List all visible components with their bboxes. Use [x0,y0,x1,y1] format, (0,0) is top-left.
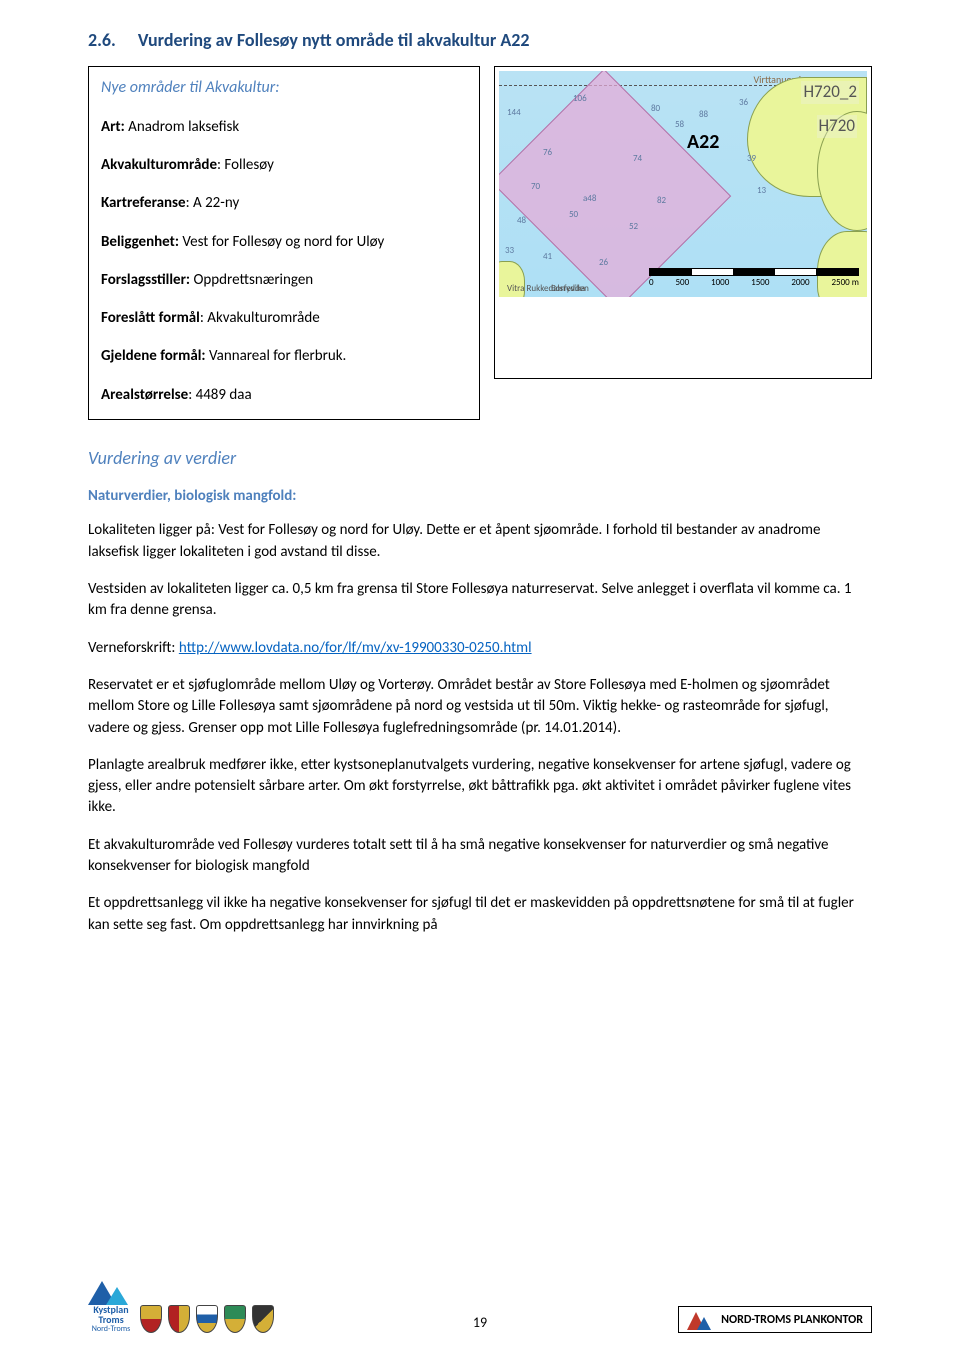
depth-num: 41 [543,251,552,263]
paragraph: Reservatet er et sjøfuglområde mellom Ul… [88,675,872,739]
depth-num: 39 [747,153,756,165]
info-formal: Foreslått formål: Akvakulturområde [101,308,467,328]
shield-icon [140,1305,162,1333]
shield-icon [252,1305,274,1333]
section-heading: 2.6. Vurdering av Follesøy nytt område ti… [88,28,872,52]
depth-num: 88 [699,109,708,121]
map-box: Virttanuorri A22 H720_2 H720 Vitra Rukke… [494,66,872,379]
depth-num: 13 [757,185,766,197]
plankontor-box: NORD-TROMS PLANKONTOR [678,1306,872,1333]
scale-tick: 2500 m [831,277,858,289]
depth-num: 144 [507,107,521,119]
info-gjeld: Gjeldene formål: Vannareal for flerbruk. [101,346,467,366]
info-belig: Beliggenhet: Vest for Follesøy og nord f… [101,232,467,252]
mountain-icon [687,1310,715,1330]
depth-num: 58 [675,119,684,131]
info-box: Nye områder til Akvakultur: Art: Anadrom… [88,66,480,420]
shield-icon [196,1305,218,1333]
info-forslag: Forslagsstiller: Oppdrettsnæringen [101,270,467,290]
depth-num: 48 [517,215,526,227]
depth-num: 82 [657,195,666,207]
depth-num: 50 [569,209,578,221]
page-number: 19 [473,1314,487,1333]
depth-num: a48 [583,193,596,205]
scale-tick: 1500 [751,277,769,289]
info-areal: Arealstørrelse: 4489 daa [101,385,467,405]
footer-left: Kystplan Troms Nord-Troms [88,1281,274,1333]
depth-num: 76 [543,147,552,159]
depth-num: 26 [599,257,608,269]
depth-num: 106 [573,93,587,105]
scale-tick: 500 [675,277,689,289]
depth-num: 74 [633,153,642,165]
info-subtitle: Nye områder til Akvakultur: [101,77,467,99]
shield-icon [168,1305,190,1333]
map-bottom-label-2: Borfevika [551,283,585,295]
top-row: Nye områder til Akvakultur: Art: Anadrom… [88,66,872,420]
paragraph: Et oppdrettsanlegg vil ikke ha negative … [88,893,872,936]
depth-num: 36 [739,97,748,109]
heading-number: 2.6. [88,28,116,52]
info-kart: Kartreferanse: A 22-ny [101,193,467,213]
kystplan-logo: Kystplan Troms Nord-Troms [88,1281,134,1333]
depth-num: 70 [531,181,540,193]
plankontor-label: NORD-TROMS PLANKONTOR [721,1312,863,1328]
depth-num: 33 [505,245,514,257]
heading-title: Vurdering av Follesøy nytt område til ak… [138,29,530,51]
info-omr: Akvakulturområde: Follesøy [101,155,467,175]
sub-section-title: Naturverdier, biologisk mangfold: [88,486,872,506]
link-prefix: Verneforskrift: [88,639,179,657]
depth-num: 80 [651,103,660,115]
paragraph: Vestsiden av lokaliteten ligger ca. 0,5 … [88,579,872,622]
paragraph: Et akvakulturområde ved Follesøy vurdere… [88,835,872,878]
map-h720-2-label: H720_2 [801,81,859,104]
section-title: Vurdering av verdier [88,446,872,470]
shield-icon [224,1305,246,1333]
map-canvas: Virttanuorri A22 H720_2 H720 Vitra Rukke… [499,71,867,297]
paragraph: Lokaliteten ligger på: Vest for Follesøy… [88,520,872,563]
scale-tick: 1000 [711,277,729,289]
footer-right: NORD-TROMS PLANKONTOR [678,1306,872,1333]
scale-tick: 2000 [791,277,809,289]
depth-num: 52 [629,221,638,233]
paragraph: Planlagte arealbruk medfører ikke, etter… [88,755,872,819]
scale-tick: 0 [649,277,654,289]
paragraph-link: Verneforskrift: http://www.lovdata.no/fo… [88,638,872,659]
map-scale: 0 500 1000 1500 2000 2500 m [649,268,859,289]
map-a22-label: A22 [687,129,719,156]
verneforskrift-link[interactable]: http://www.lovdata.no/for/lf/mv/xv-19900… [179,639,532,657]
page-footer: Kystplan Troms Nord-Troms 19 NORD-TROMS … [88,1281,872,1333]
map-h720-label: H720 [817,115,857,138]
info-art: Art: Anadrom laksefisk [101,117,467,137]
body-content: Vurdering av verdier Naturverdier, biolo… [88,446,872,936]
